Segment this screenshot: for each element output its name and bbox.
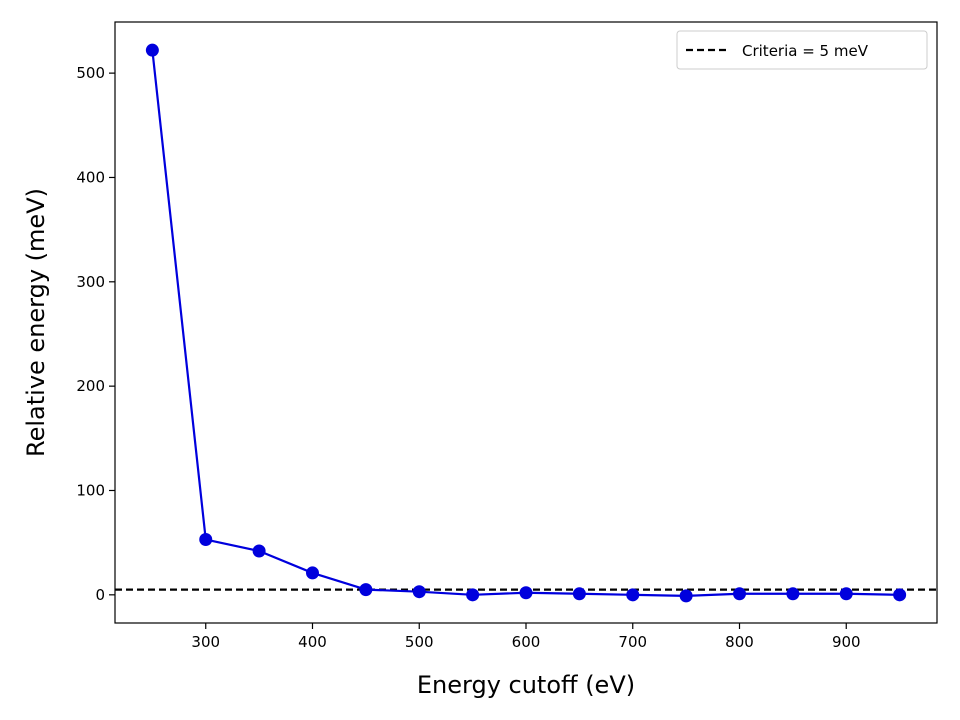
plot-area <box>115 43 937 603</box>
data-point <box>252 544 266 558</box>
x-tick-label: 700 <box>618 633 647 651</box>
y-tick-label: 200 <box>76 377 105 395</box>
axis-ticks: 300 400 500 600 700 800 900 0 100 200 300 400 500 <box>76 64 860 651</box>
data-point <box>786 587 800 601</box>
data-point <box>199 533 213 547</box>
data-point <box>412 585 426 599</box>
data-point <box>466 588 480 602</box>
y-tick-label: 400 <box>76 168 105 186</box>
y-tick-label: 500 <box>76 64 105 82</box>
legend: Criteria = 5 meV <box>676 30 928 70</box>
y-tick-label: 300 <box>76 273 105 291</box>
x-tick-label: 400 <box>298 633 327 651</box>
x-tick-label: 600 <box>512 633 541 651</box>
x-axis-label: Energy cutoff (eV) <box>417 671 635 699</box>
data-point <box>839 587 853 601</box>
legend-box <box>676 30 928 70</box>
x-tick-label: 800 <box>725 633 754 651</box>
data-point <box>679 589 693 603</box>
x-tick-label: 900 <box>832 633 861 651</box>
data-point <box>893 588 907 602</box>
legend-label: Criteria = 5 meV <box>742 42 869 60</box>
x-tick-label: 300 <box>191 633 220 651</box>
data-point <box>145 43 159 57</box>
x-tick-label: 500 <box>405 633 434 651</box>
data-point <box>626 588 640 602</box>
y-axis-label: Relative energy (meV) <box>22 188 50 457</box>
data-point <box>572 587 586 601</box>
data-point <box>733 587 747 601</box>
data-point <box>305 566 319 580</box>
y-tick-label: 100 <box>76 481 105 499</box>
data-point <box>359 583 373 597</box>
data-point <box>519 586 533 600</box>
y-tick-label: 0 <box>95 586 105 604</box>
